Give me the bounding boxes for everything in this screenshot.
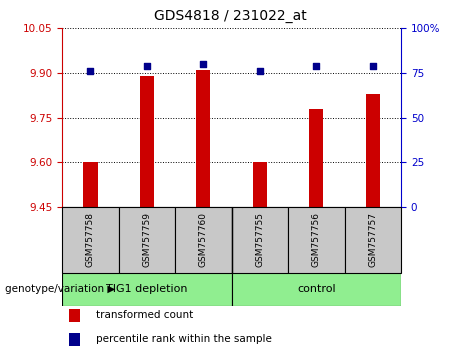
- Bar: [62, 273, 231, 306]
- Text: TIG1 depletion: TIG1 depletion: [106, 284, 188, 295]
- Bar: [140, 76, 154, 207]
- Bar: [62, 207, 118, 273]
- Bar: [118, 207, 175, 273]
- Text: transformed count: transformed count: [96, 310, 193, 320]
- Point: [200, 61, 207, 67]
- Bar: [196, 70, 211, 207]
- Bar: [344, 207, 401, 273]
- Point: [256, 68, 264, 74]
- Bar: [69, 333, 80, 346]
- Bar: [309, 109, 324, 207]
- Bar: [83, 162, 98, 207]
- Text: percentile rank within the sample: percentile rank within the sample: [96, 335, 272, 344]
- Text: GSM757757: GSM757757: [368, 212, 378, 267]
- Bar: [175, 207, 231, 273]
- Bar: [231, 207, 288, 273]
- Text: GDS4818 / 231022_at: GDS4818 / 231022_at: [154, 9, 307, 23]
- Text: GSM757760: GSM757760: [199, 212, 208, 267]
- Bar: [231, 273, 401, 306]
- Text: GSM757755: GSM757755: [255, 212, 265, 267]
- Bar: [366, 94, 380, 207]
- Text: genotype/variation ▶: genotype/variation ▶: [5, 284, 115, 295]
- Bar: [288, 207, 344, 273]
- Point: [313, 63, 320, 69]
- Bar: [253, 162, 267, 207]
- Text: GSM757758: GSM757758: [86, 212, 95, 267]
- Bar: [69, 309, 80, 322]
- Point: [369, 63, 377, 69]
- Text: GSM757759: GSM757759: [142, 212, 152, 267]
- Text: GSM757756: GSM757756: [312, 212, 321, 267]
- Text: control: control: [297, 284, 336, 295]
- Point: [87, 68, 94, 74]
- Point: [143, 63, 151, 69]
